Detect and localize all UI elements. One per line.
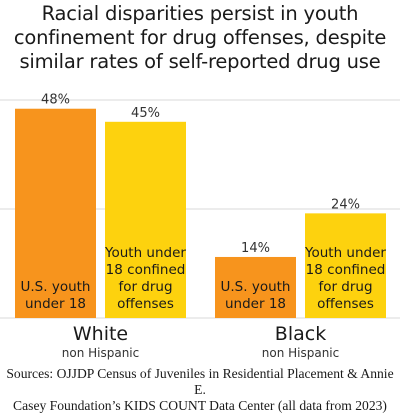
data-label-0-0: 48% [41,93,70,108]
title-line-2: confinement for drug offenses, despite [13,26,387,49]
data-label-1-0: 14% [241,241,270,256]
sources-line-2: Casey Foundation’s KIDS COUNT Data Cente… [13,398,387,413]
title-line-1: Racial disparities persist in youth [41,2,359,25]
bar-text-0-0-0: U.S. youth [21,279,91,295]
bar-text-1-1-1: 18 confined [306,262,386,278]
bar-text-0-1-3: offenses [117,296,174,312]
bar-text-0-1-2: for drug [118,279,172,295]
category-sublabel-0: non Hispanic [62,346,139,360]
category-label-1: Black [275,323,326,345]
bar-text-0-1-1: 18 confined [106,262,186,278]
bar-text-1-1-0: Youth under [304,245,386,261]
data-label-1-1: 24% [331,197,360,212]
bar-1-1 [305,213,386,318]
title-line-3: similar rates of self-reported drug use [19,50,381,73]
bar-text-1-1-3: offenses [317,296,374,312]
bar-text-0-0-1: under 18 [25,296,86,312]
bar-0-0 [15,108,96,318]
category-label-0: White [73,323,128,345]
bar-1-0 [215,256,296,318]
category-sublabel-1: non Hispanic [262,346,339,360]
sources-line-1: Sources: OJJDP Census of Juveniles in Re… [6,366,394,397]
sources-note: Sources: OJJDP Census of Juveniles in Re… [0,366,400,414]
bar-0-1 [105,121,186,318]
bar-text-1-0-1: under 18 [225,296,286,312]
bar-text-1-1-2: for drug [318,279,372,295]
chart-title: Racial disparities persist in youth conf… [0,2,400,74]
data-label-0-1: 45% [131,106,160,121]
bar-text-0-1-0: Youth under [104,245,186,261]
bar-text-1-0-0: U.S. youth [221,279,291,295]
